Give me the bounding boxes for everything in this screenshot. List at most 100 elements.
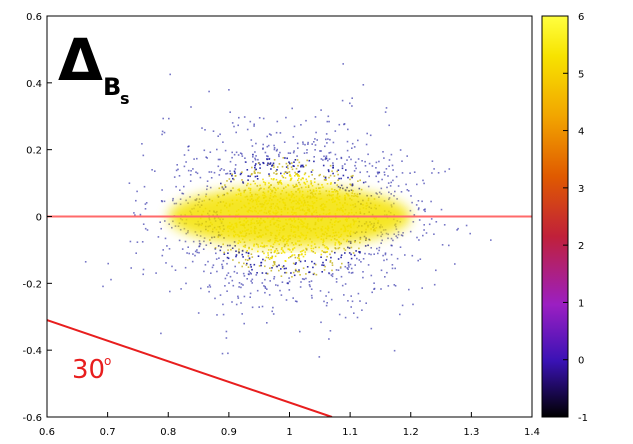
scatter-point [241,153,243,155]
scatter-point [400,191,403,193]
scatter-point [235,254,238,256]
scatter-point [285,116,287,119]
x-tick-label: 1.1 [342,427,358,438]
scatter-point [292,262,295,265]
scatter-point [320,150,322,152]
scatter-point [251,173,253,175]
scatter-point [278,155,280,158]
scatter-point [262,143,264,146]
scatter-point [293,165,295,167]
scatter-point [350,306,352,308]
scatter-point [242,256,244,258]
scatter-point [238,261,240,264]
scatter-point [228,282,230,284]
scatter-point [312,250,315,253]
scatter-point [386,258,388,261]
scatter-point [448,168,451,170]
scatter-point [200,287,202,290]
scatter-point [311,169,314,171]
scatter-point [328,120,330,123]
scatter-point [343,294,345,296]
scatter-point [275,170,277,172]
scatter-point [301,250,303,252]
scatter-point [371,291,373,294]
y-tick-label: 0.6 [26,12,42,23]
scatter-point [270,134,272,136]
scatter-point [190,170,192,172]
scatter-point [391,267,394,270]
scatter-point [456,229,458,231]
scatter-point [266,158,268,161]
scatter-point [337,247,339,250]
x-tick-label: 0.8 [160,427,176,438]
scatter-point [441,244,444,246]
scatter-point [271,267,273,269]
scatter-point [259,167,261,169]
scatter-point [310,294,313,297]
scatter-point [351,176,353,179]
scatter-point [344,283,347,285]
scatter-point [323,300,325,303]
scatter-point [357,139,359,142]
scatter-point [362,84,365,86]
scatter-point [275,284,277,286]
scatter-point [368,175,370,178]
scatter-point [331,273,334,275]
scatter-point [443,224,446,226]
scatter-point [343,123,345,126]
scatter-point [216,314,218,316]
scatter-point [295,173,297,175]
scatter-point [331,269,333,272]
scatter-point [280,268,282,270]
x-tick-label: 1 [286,427,292,438]
scatter-point [297,175,299,177]
scatter-point [281,175,283,177]
scatter-point [206,157,208,159]
scatter-point [278,163,281,165]
scatter-point [172,199,174,202]
scatter-point [281,247,283,249]
scatter-point [380,235,382,238]
scatter-point [264,291,266,294]
x-tick-label: 0.9 [221,427,237,438]
scatter-point [423,209,425,211]
scatter-point [318,246,320,249]
scatter-point [298,177,300,180]
scatter-point [353,170,356,172]
scatter-point [251,145,254,147]
scatter-point [273,159,276,161]
scatter-point [342,187,344,190]
scatter-point [257,255,260,257]
scatter-point [330,298,333,301]
scatter-point [329,253,331,256]
angle-line [47,319,333,417]
scatter-point [268,133,271,135]
scatter-point [253,263,256,266]
scatter-point [325,157,327,160]
scatter-point [299,250,302,253]
scatter-point [366,171,369,173]
scatter-point [365,143,368,146]
scatter-point [264,259,266,262]
scatter-point [172,197,174,200]
scatter-point [347,261,350,264]
scatter-point [141,241,144,243]
scatter-point [268,175,271,177]
scatter-point [257,158,259,161]
scatter-point [282,250,285,253]
scatter-point [243,295,246,298]
scatter-point [291,254,294,256]
scatter-point [376,193,378,195]
scatter-point [206,185,209,187]
scatter-point [336,184,338,186]
scatter-point [320,253,323,256]
scatter-point [209,186,212,189]
delta-subscript-s: s [120,89,130,108]
scatter-point [246,262,248,265]
scatter-point [300,281,302,283]
scatter-point [136,190,138,193]
scatter-point [142,223,145,225]
scatter-point [198,245,201,247]
scatter-point [353,146,356,148]
scatter-point [225,337,228,339]
